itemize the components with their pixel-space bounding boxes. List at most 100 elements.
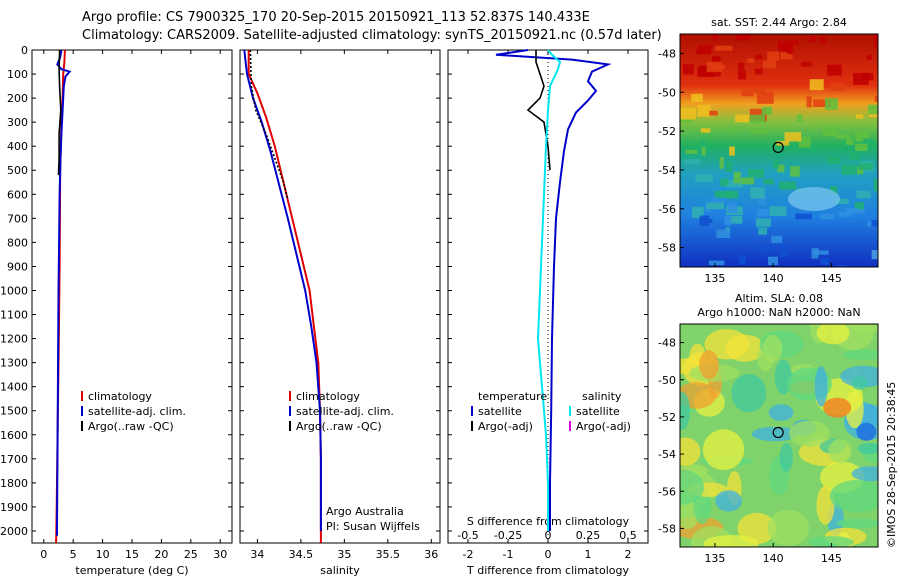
sst-patch xyxy=(761,106,773,115)
depth-tick-label: 800 xyxy=(7,236,28,249)
sst-patch xyxy=(835,133,851,139)
sst-patch xyxy=(750,87,766,93)
sst-patch xyxy=(737,70,746,80)
sla-blob xyxy=(768,404,794,421)
sst-patch xyxy=(830,186,838,194)
sst-patch xyxy=(692,206,704,218)
lat-tick-label: -52 xyxy=(658,411,676,424)
sst-patch xyxy=(755,218,771,227)
sst-patch xyxy=(767,51,779,61)
sla-blob xyxy=(762,334,783,363)
legend-label: Argo(..raw -QC) xyxy=(88,420,174,433)
sst-patch xyxy=(756,92,774,104)
sst-patch xyxy=(809,35,817,43)
sst-patch xyxy=(857,166,864,175)
sst-patch xyxy=(749,114,766,124)
sla-blob xyxy=(857,442,878,455)
sst-patch xyxy=(845,208,858,213)
sla-blob xyxy=(836,518,878,529)
sst-patch xyxy=(835,265,847,267)
depth-tick-label: 0 xyxy=(21,44,28,57)
sla-blob xyxy=(751,426,799,442)
sla-blob xyxy=(845,390,864,429)
depth-tick-label: 1000 xyxy=(0,284,28,297)
depth-tick-label: 300 xyxy=(7,116,28,129)
sst-patch xyxy=(868,104,878,115)
sla-blob xyxy=(715,490,742,512)
sst-patch xyxy=(729,216,743,224)
sst-patch xyxy=(741,90,754,97)
sst-patch xyxy=(809,79,824,91)
lat-tick-label: -56 xyxy=(658,203,676,216)
x-tick-label: 36 xyxy=(424,548,438,561)
map-title: Altim. SLA: 0.08 xyxy=(735,292,823,305)
sst-patch xyxy=(822,126,837,136)
depth-tick-label: 500 xyxy=(7,164,28,177)
sla-blob xyxy=(789,420,830,447)
sst-patch xyxy=(763,60,776,69)
sst-patch xyxy=(712,34,718,42)
lon-tick-label: 145 xyxy=(821,552,842,565)
sst-patch xyxy=(699,215,710,227)
legend-label: Argo(-adj) xyxy=(478,420,533,433)
sst-patch xyxy=(727,202,737,213)
sst-patch xyxy=(697,105,711,117)
sst-patch xyxy=(747,58,754,63)
sst-patch xyxy=(858,163,874,170)
sst-patch xyxy=(836,198,849,204)
sst-patch xyxy=(780,52,793,60)
x-tick-label: 15 xyxy=(125,548,139,561)
depth-tick-label: 1300 xyxy=(0,357,28,370)
x2-tick-label: 0.25 xyxy=(576,529,601,542)
sst-patch xyxy=(691,93,703,102)
lat-tick-label: -48 xyxy=(658,47,676,60)
lon-tick-label: 135 xyxy=(704,272,725,285)
sst-patch xyxy=(784,132,802,142)
depth-tick-label: 400 xyxy=(7,140,28,153)
depth-tick-label: 1400 xyxy=(0,381,28,394)
argo-position-marker xyxy=(772,141,784,153)
sst-map-field xyxy=(680,34,878,267)
sst-patch xyxy=(724,215,732,226)
sst-patch xyxy=(726,161,733,172)
lat-tick-label: -50 xyxy=(658,374,676,387)
series-line xyxy=(536,49,562,531)
x-axis-label: temperature (deg C) xyxy=(75,564,188,577)
sst-patch xyxy=(855,130,870,142)
depth-tick-label: 1700 xyxy=(0,453,28,466)
sst-patch xyxy=(876,140,878,149)
lon-tick-label: 135 xyxy=(704,552,725,565)
sla-blob xyxy=(816,324,850,345)
sst-patch xyxy=(841,164,857,175)
sla-blob xyxy=(725,334,765,362)
sst-patch xyxy=(729,146,735,156)
x-tick-label: 2 xyxy=(625,548,632,561)
sst-patch xyxy=(855,143,868,151)
depth-tick-label: 600 xyxy=(7,188,28,201)
salinity-frame xyxy=(239,49,441,544)
sst-patch xyxy=(708,260,725,266)
sst-patch xyxy=(756,245,773,253)
source-annotation: PI: Susan Wijffels xyxy=(326,520,420,533)
x-tick-label: 0 xyxy=(545,548,552,561)
legend-label: Argo(-adj) xyxy=(576,420,631,433)
depth-tick-label: 1600 xyxy=(0,429,28,442)
sla-blob xyxy=(680,391,690,431)
sst-patch xyxy=(796,114,803,122)
sst-patch xyxy=(755,55,763,60)
sla-blob xyxy=(842,349,878,360)
sst-patch xyxy=(806,96,812,108)
sst-patch xyxy=(820,213,834,219)
sst-patch xyxy=(824,98,838,110)
sst-patch xyxy=(729,127,739,132)
sst-patch xyxy=(720,178,729,186)
sst-patch xyxy=(866,54,872,60)
sst-patch xyxy=(682,64,694,75)
depth-tick-label: 1900 xyxy=(0,501,28,514)
sla-blob xyxy=(702,429,745,471)
x-tick-label: 35 xyxy=(337,548,351,561)
x-tick-label: 0 xyxy=(40,548,47,561)
sst-patch xyxy=(854,202,864,210)
sla-blob xyxy=(731,374,767,413)
